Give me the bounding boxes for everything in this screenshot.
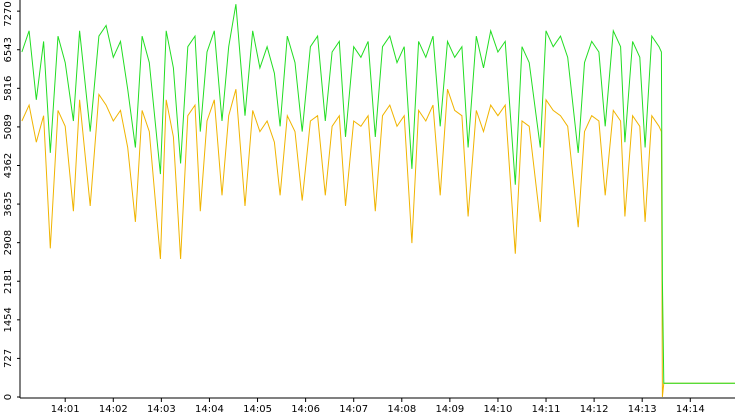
x-tick-label: 14:01 — [51, 404, 80, 415]
x-tick-label: 14:03 — [147, 404, 176, 415]
y-tick-label: 5816 — [3, 76, 14, 101]
x-tick-label: 14:09 — [435, 404, 464, 415]
x-tick-label: 14:11 — [532, 404, 561, 415]
x-tick-label: 14:04 — [195, 404, 224, 415]
y-tick-label: 6543 — [3, 37, 14, 62]
x-tick-label: 14:12 — [580, 404, 609, 415]
y-tick-label: 0 — [3, 394, 14, 400]
x-tick-label: 14:14 — [676, 404, 705, 415]
series-line — [21, 4, 735, 384]
x-tick-label: 14:05 — [243, 404, 272, 415]
x-tick-label: 14:02 — [99, 404, 128, 415]
x-tick-label: 14:08 — [387, 404, 416, 415]
y-tick-label: 4362 — [3, 153, 14, 178]
y-tick-label: 3635 — [3, 191, 14, 216]
y-tick-label: 1454 — [3, 307, 14, 332]
y-tick-label: 7270 — [3, 1, 14, 26]
y-tick-label: 727 — [3, 349, 14, 368]
x-tick-label: 14:10 — [484, 404, 513, 415]
x-tick-label: 14:13 — [628, 404, 657, 415]
y-tick-label: 5089 — [3, 114, 14, 139]
y-tick-label: 2181 — [3, 269, 14, 294]
y-tick-label: 2908 — [3, 230, 14, 255]
x-tick-label: 14:06 — [291, 404, 320, 415]
x-tick-label: 14:07 — [339, 404, 368, 415]
series-line — [21, 89, 735, 398]
